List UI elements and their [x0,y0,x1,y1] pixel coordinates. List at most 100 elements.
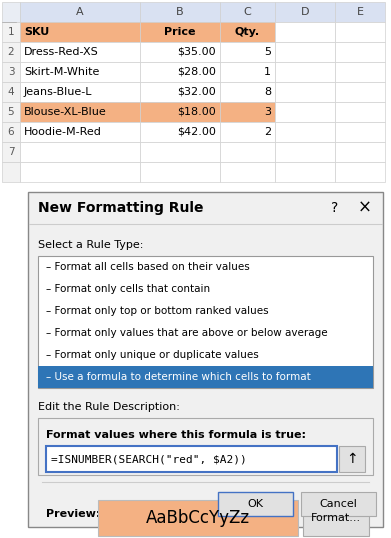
Text: Preview:: Preview: [46,509,100,519]
Text: $32.00: $32.00 [177,87,216,97]
Text: 1: 1 [8,27,14,37]
Bar [335,42,385,62]
Bar [275,102,335,122]
Bar [2,42,20,62]
Text: AaBbCcYyZz: AaBbCcYyZz [146,509,250,527]
Bar [220,62,275,82]
Bar [2,122,20,142]
Bar [2,82,20,102]
Bar [20,142,140,162]
Text: New Formatting Rule: New Formatting Rule [38,201,203,215]
Bar [335,82,385,102]
Bar [140,22,220,42]
Text: 5: 5 [8,107,14,117]
Bar [275,62,335,82]
Text: $28.00: $28.00 [177,67,216,77]
Bar [275,22,335,42]
Bar [275,2,335,22]
Text: 3: 3 [8,67,14,77]
Bar [220,82,275,102]
Bar [335,102,385,122]
Text: $35.00: $35.00 [178,47,216,57]
Text: A: A [76,7,84,17]
Text: Blouse-XL-Blue: Blouse-XL-Blue [24,107,107,117]
Text: – Format only values that are above or below average: – Format only values that are above or b… [46,328,328,338]
Text: B: B [176,7,184,17]
Bar [38,418,373,475]
Text: Dress-Red-XS: Dress-Red-XS [24,47,99,57]
Text: – Format all cells based on their values: – Format all cells based on their values [46,262,250,272]
Text: 2: 2 [264,127,271,137]
Text: ?: ? [332,201,339,215]
Text: – Format only cells that contain: – Format only cells that contain [46,284,210,294]
Text: Hoodie-M-Red: Hoodie-M-Red [24,127,102,137]
Bar [275,142,335,162]
Text: Format...: Format... [311,513,361,523]
Text: 6: 6 [8,127,14,137]
Bar [2,102,20,122]
Bar [339,446,365,472]
Bar [275,82,335,102]
Bar [2,62,20,82]
Bar [140,62,220,82]
Bar [2,2,20,22]
Bar [335,2,385,22]
Bar [335,162,385,182]
Text: 2: 2 [8,47,14,57]
Bar [335,122,385,142]
Text: 3: 3 [264,107,271,117]
Text: Skirt-M-White: Skirt-M-White [24,67,99,77]
Bar [20,42,140,62]
Bar [140,102,220,122]
Text: SKU: SKU [24,27,49,37]
Bar [140,162,220,182]
Bar [2,142,20,162]
Bar [220,22,275,42]
Text: 4: 4 [8,87,14,97]
Bar [2,22,20,42]
Bar [275,42,335,62]
Bar [275,162,335,182]
Bar [303,500,369,536]
Bar [20,82,140,102]
Bar [20,2,140,22]
Text: Format values where this formula is true:: Format values where this formula is true… [46,430,306,440]
Text: C: C [244,7,251,17]
Bar [335,62,385,82]
Text: 1: 1 [264,67,271,77]
Bar [275,122,335,142]
Text: Cancel: Cancel [319,499,357,509]
Text: Jeans-Blue-L: Jeans-Blue-L [24,87,93,97]
Bar [218,492,293,516]
Bar [220,162,275,182]
Bar [28,192,383,527]
Bar [140,42,220,62]
Bar [220,102,275,122]
Text: D: D [301,7,309,17]
Bar [2,162,20,182]
Text: ×: × [358,199,372,217]
Text: 7: 7 [8,147,14,157]
Bar [38,256,373,388]
Text: – Use a formula to determine which cells to format: – Use a formula to determine which cells… [46,372,311,382]
Bar [301,492,376,516]
Text: Price: Price [164,27,196,37]
Bar [140,82,220,102]
Bar [20,162,140,182]
Text: 5: 5 [264,47,271,57]
Bar [335,142,385,162]
Text: Edit the Rule Description:: Edit the Rule Description: [38,402,180,412]
Text: =ISNUMBER(SEARCH("red", $A2)): =ISNUMBER(SEARCH("red", $A2)) [51,454,247,464]
Text: 8: 8 [264,87,271,97]
Bar [20,122,140,142]
Bar [220,42,275,62]
Bar [20,102,140,122]
Bar [46,446,337,472]
Text: $18.00: $18.00 [177,107,216,117]
Bar [20,22,140,42]
Text: Qty.: Qty. [235,27,260,37]
Text: – Format only unique or duplicate values: – Format only unique or duplicate values [46,350,259,360]
Bar [220,142,275,162]
Text: $42.00: $42.00 [177,127,216,137]
Bar [335,22,385,42]
